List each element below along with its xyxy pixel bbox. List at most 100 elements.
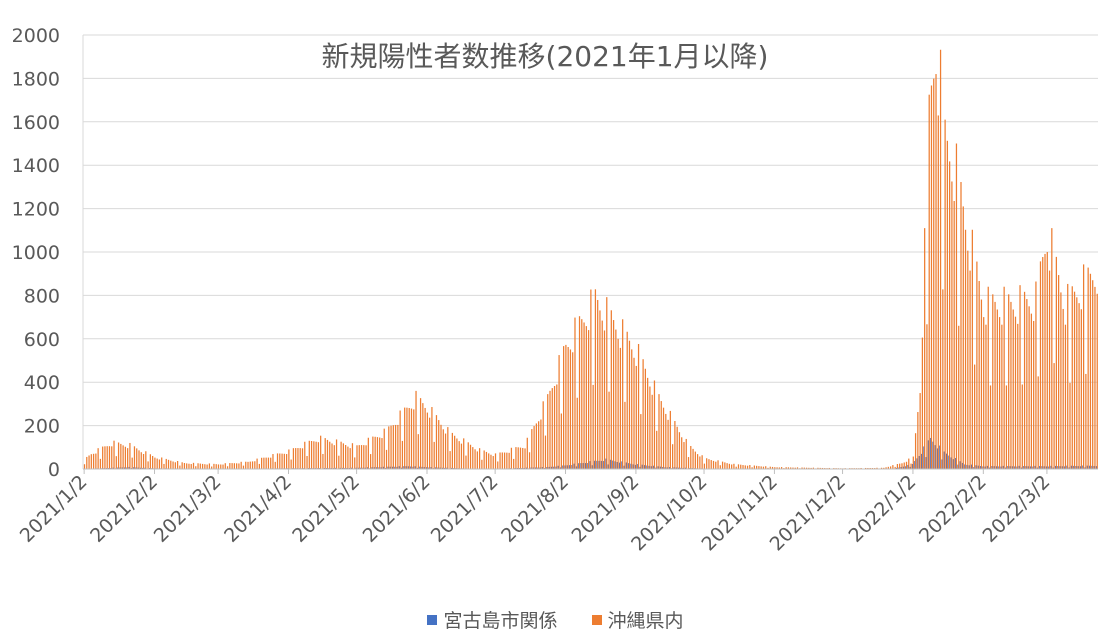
bar-miyakojima	[1048, 466, 1050, 469]
bar-okinawa	[544, 435, 547, 469]
bar-miyakojima	[653, 465, 655, 469]
x-tick-label: 2021/4/2	[220, 471, 296, 547]
bar-okinawa	[919, 393, 921, 469]
bar-miyakojima	[323, 467, 326, 469]
bar-okinawa	[195, 466, 197, 469]
bar-okinawa	[726, 463, 728, 469]
bar-okinawa	[415, 390, 417, 469]
bar-okinawa	[506, 452, 508, 469]
bar-miyakojima	[939, 445, 941, 469]
bar-okinawa	[753, 465, 755, 469]
bar-okinawa	[188, 463, 190, 469]
bar-okinawa	[756, 465, 758, 469]
bar-miyakojima	[907, 464, 909, 469]
bar-okinawa	[953, 201, 955, 469]
bar-miyakojima	[571, 465, 573, 469]
bar-miyakojima	[1093, 465, 1095, 469]
bar-okinawa	[681, 437, 683, 469]
bar-okinawa	[585, 326, 587, 469]
bar-okinawa	[576, 397, 578, 469]
bar-okinawa	[392, 425, 394, 469]
bar-okinawa	[658, 394, 660, 469]
bar-miyakojima	[925, 457, 927, 469]
bar-okinawa	[1003, 286, 1005, 469]
bar-okinawa	[220, 464, 222, 469]
bar-miyakojima	[975, 465, 977, 469]
bar-miyakojima	[644, 465, 646, 469]
bar-miyakojima	[682, 467, 684, 469]
bar-okinawa	[787, 467, 790, 469]
bar-okinawa	[454, 435, 456, 469]
bar-okinawa	[460, 443, 463, 469]
bar-miyakojima	[936, 448, 939, 469]
bar-okinawa	[90, 454, 92, 469]
bar-miyakojima	[1057, 466, 1059, 469]
bar-miyakojima	[946, 453, 948, 469]
bar-okinawa	[974, 364, 976, 469]
bar-miyakojima	[357, 467, 360, 469]
bar-okinawa	[469, 444, 472, 469]
bar-okinawa	[158, 459, 161, 469]
bar-miyakojima	[970, 464, 973, 469]
bar-miyakojima	[1050, 465, 1052, 469]
bar-miyakojima	[344, 467, 346, 469]
bar-okinawa	[612, 320, 615, 469]
bar-miyakojima	[628, 463, 630, 469]
bar-okinawa	[349, 448, 351, 469]
bar-okinawa	[472, 447, 474, 469]
bar-okinawa	[706, 458, 708, 469]
bar-okinawa	[524, 448, 526, 469]
bar-okinawa	[678, 432, 681, 469]
bar-miyakojima	[596, 460, 598, 469]
bar-okinawa	[304, 441, 306, 469]
bar-miyakojima	[1086, 465, 1089, 469]
bar-okinawa	[531, 429, 533, 469]
bar-miyakojima	[541, 467, 544, 469]
x-tick-label: 2022/2/2	[915, 471, 991, 547]
bar-okinawa	[962, 206, 964, 469]
bar-miyakojima	[428, 467, 430, 469]
bar-okinawa	[208, 463, 211, 469]
bar-okinawa	[251, 461, 254, 469]
bar-miyakojima	[657, 466, 659, 469]
bar-okinawa	[1067, 283, 1069, 469]
bar-okinawa	[120, 443, 122, 469]
bar-okinawa	[481, 459, 483, 469]
bar-okinawa	[429, 417, 431, 469]
chart-plot: 0 200 400 600 800 1000 1200 1400 1600 1800 2000 20…	[12, 25, 1098, 555]
bar-okinawa	[746, 465, 749, 469]
bar-okinawa	[399, 410, 401, 469]
bar-miyakojima	[961, 462, 964, 469]
bar-miyakojima	[144, 467, 146, 469]
bar-okinawa	[876, 467, 878, 469]
bar-okinawa	[905, 461, 908, 469]
y-tick-label: 200	[24, 416, 60, 438]
bar-okinawa	[385, 449, 388, 469]
bar-okinawa	[1046, 252, 1048, 469]
bar-okinawa	[335, 439, 338, 469]
bar-okinawa	[519, 447, 522, 469]
bar-okinawa	[372, 436, 374, 469]
bar-miyakojima	[1054, 465, 1057, 469]
bar-miyakojima	[351, 467, 353, 469]
bar-miyakojima	[385, 467, 387, 469]
bar-okinawa	[656, 430, 658, 469]
bar-okinawa	[497, 461, 499, 469]
bar-miyakojima	[968, 465, 970, 469]
bar-okinawa	[733, 463, 735, 469]
bar-miyakojima	[1070, 465, 1073, 469]
bar-okinawa	[1060, 292, 1062, 469]
bar-okinawa	[1005, 385, 1008, 469]
bar-miyakojima	[126, 467, 128, 469]
bar-miyakojima	[941, 459, 943, 469]
bar-okinawa	[192, 462, 195, 469]
bar-okinawa	[944, 119, 946, 469]
bar-okinawa	[478, 448, 481, 469]
bar-okinawa	[190, 464, 192, 469]
bar-okinawa	[317, 442, 320, 469]
bar-okinawa	[647, 377, 649, 469]
bar-miyakojima	[650, 466, 653, 469]
bar-okinawa	[358, 445, 360, 469]
bar-okinawa	[1039, 261, 1042, 469]
bar-miyakojima	[580, 463, 582, 469]
